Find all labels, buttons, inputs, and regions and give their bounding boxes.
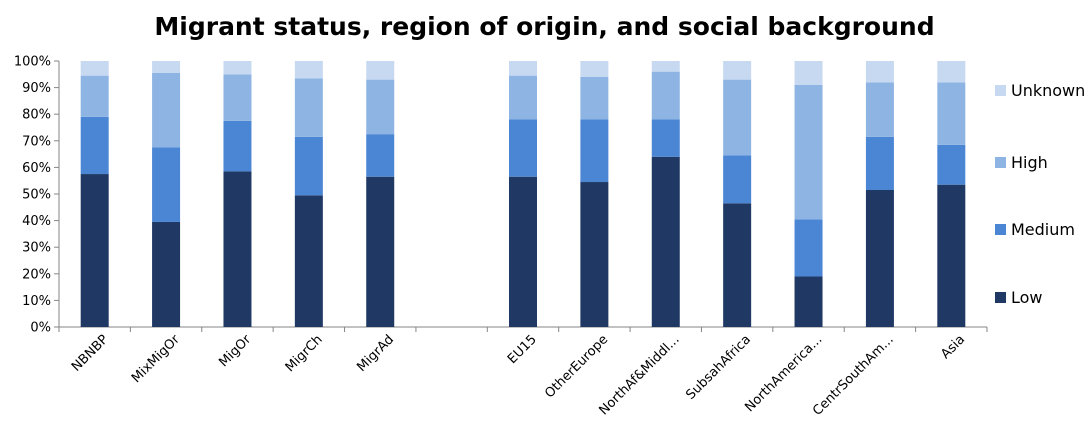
x-tick-label: NorthAf&Middl...: [596, 332, 682, 418]
y-axis: 0% 10% 20% 30% 40% 50% 60% 70% 80% 90% 100%: [14, 55, 60, 336]
legend: Unknown High Medium Low: [995, 81, 1085, 307]
legend-swatch-low: [995, 292, 1006, 303]
bar-segment-low: [865, 190, 894, 327]
bar-segment-medium: [80, 116, 109, 175]
bar-segment-medium: [723, 155, 752, 204]
bar-segment-high: [651, 71, 680, 120]
legend-label-medium: Medium: [1011, 220, 1075, 239]
bar-segment-unknown: [723, 61, 752, 80]
bar-segment-low: [152, 221, 181, 327]
bar-segment-high: [152, 72, 181, 148]
bar-segment-unknown: [152, 61, 181, 73]
bar-segment-high: [80, 75, 109, 117]
legend-swatch-unknown: [995, 85, 1006, 96]
y-tick-label: 30%: [22, 241, 51, 256]
bar-segment-unknown: [509, 61, 537, 76]
y-tick-label: 60%: [22, 161, 51, 176]
y-tick-label: 40%: [22, 214, 51, 229]
y-tick-label: 10%: [22, 294, 51, 309]
y-tick-label: 70%: [22, 134, 51, 149]
bar-segment-low: [937, 184, 966, 327]
x-tick-label: MixMigOr: [129, 332, 183, 386]
legend-label-high: High: [1011, 153, 1048, 172]
bar-segment-high: [580, 76, 609, 120]
bar-segment-unknown: [294, 61, 323, 79]
bar-segment-medium: [223, 120, 252, 172]
legend-swatch-medium: [995, 224, 1006, 235]
x-tick-label: CentrSouthAm...: [810, 332, 897, 419]
chart-title: Migrant status, region of origin, and so…: [154, 12, 935, 41]
bar-segment-medium: [865, 136, 894, 191]
legend-label-low: Low: [1011, 288, 1043, 307]
bar-segment-high: [794, 84, 823, 220]
bar-segment-low: [723, 203, 752, 327]
bar-segment-unknown: [794, 61, 823, 85]
bar-segment-medium: [580, 119, 609, 183]
x-tick-label: MigrAd: [354, 332, 397, 375]
bar-segment-high: [937, 82, 966, 145]
y-tick-label: 20%: [22, 267, 51, 282]
bar-segment-unknown: [937, 61, 966, 83]
bar-segment-unknown: [580, 61, 609, 77]
x-tick-label: SubsahAfrica: [683, 332, 754, 403]
x-tick-label: OtherEurope: [542, 332, 611, 401]
bar-segment-medium: [366, 134, 395, 177]
y-tick-label: 80%: [22, 108, 51, 123]
bar-segment-low: [580, 182, 609, 327]
bar-segment-medium: [152, 147, 181, 222]
bar-segment-high: [294, 78, 323, 137]
x-tick-label: EU15: [505, 332, 540, 367]
bar-segment-low: [794, 276, 823, 327]
bar-segment-low: [80, 174, 109, 327]
x-tick-label: MigOr: [216, 332, 254, 370]
legend-label-unknown: Unknown: [1011, 81, 1085, 100]
bar-segment-medium: [294, 136, 323, 196]
x-tick-label: NBNBP: [69, 332, 112, 375]
legend-swatch-high: [995, 157, 1006, 168]
bar-segment-high: [723, 79, 752, 156]
bar-segment-low: [223, 171, 252, 327]
bar-segment-medium: [794, 219, 823, 277]
bar-segment-high: [509, 75, 537, 120]
bar-segment-high: [366, 79, 395, 135]
y-tick-label: 90%: [22, 81, 51, 96]
y-tick-label: 100%: [14, 55, 51, 70]
bar-segment-high: [865, 82, 894, 137]
bar-segment-medium: [651, 119, 680, 157]
bars: [80, 61, 966, 327]
bar-segment-low: [651, 156, 680, 327]
x-tick-label: MigrCh: [283, 332, 326, 375]
x-tick-label: Asia: [938, 332, 968, 362]
bar-segment-high: [223, 74, 252, 121]
bar-segment-low: [294, 195, 323, 327]
y-tick-label: 0%: [30, 321, 51, 336]
bar-segment-low: [366, 176, 395, 327]
x-axis: NBNBP MixMigOr MigOr MigrCh MigrAd EU15 OtherE…: [58, 326, 988, 419]
bar-segment-unknown: [651, 61, 680, 72]
bar-segment-unknown: [80, 61, 109, 76]
x-tick-label: NorthAmerica...: [742, 332, 825, 415]
bar-segment-unknown: [865, 61, 894, 83]
y-tick-label: 50%: [22, 188, 51, 203]
bar-segment-medium: [509, 119, 537, 177]
bar-segment-low: [509, 176, 537, 327]
bar-segment-unknown: [366, 61, 395, 80]
bar-segment-unknown: [223, 61, 252, 75]
bar-segment-medium: [937, 144, 966, 185]
